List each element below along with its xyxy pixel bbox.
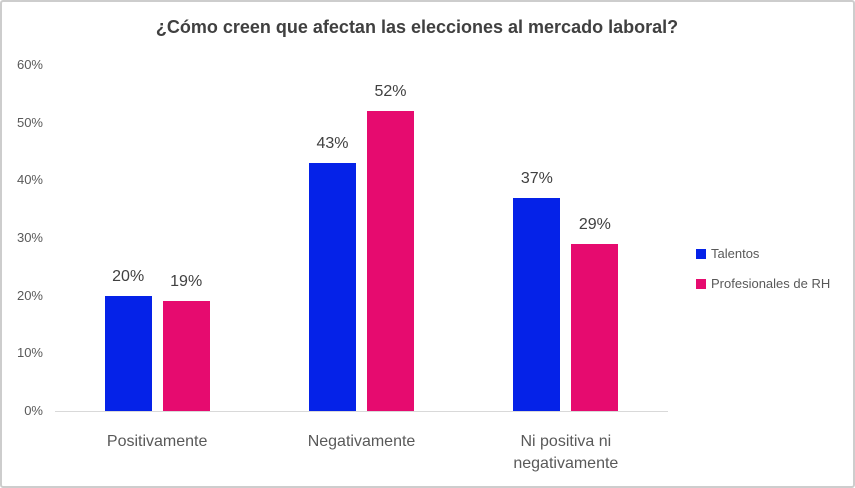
legend-swatch-icon [696,249,706,259]
bar-profesionales-de-rh-negativamente [367,110,414,411]
bar-talentos-positivamente [104,295,152,411]
y-axis-tick-label: 0% [24,403,43,418]
data-label: 29% [578,215,611,233]
category-label: Negativamente [307,433,416,450]
data-label: 20% [112,267,145,285]
y-axis-tick-label: 10% [16,345,43,361]
legend-item-talentos: Talentos [696,246,830,262]
y-axis-tick-label: 30% [16,229,43,245]
y-axis-tick-label: 40% [16,172,43,188]
category-label: Positivamente [106,433,208,450]
data-label: 43% [316,134,349,152]
legend-label: Profesionales de RH [711,276,831,291]
bar-talentos-negativamente [309,162,356,411]
bar-profesionales-de-rh-positivamente [162,301,210,411]
y-axis-tick-label: 50% [16,114,43,130]
y-axis-tick-label: 20% [16,287,43,303]
bar-talentos-ni-positiva-ni-negativamente [513,197,561,411]
legend-swatch-icon [696,279,706,289]
category-label: Ni positiva ni negativamente [513,433,619,472]
legend: Talentos Profesionales de RH [696,246,830,306]
data-label: 37% [520,169,553,187]
legend-item-profesionales-de-rh: Profesionales de RH [696,276,830,292]
bar-profesionales-de-rh-ni-positiva-ni-negativamente [571,243,619,411]
y-axis-tick-label: 60% [16,56,43,72]
data-label: 19% [170,273,203,291]
legend-label: Talentos [711,246,760,261]
data-label: 52% [374,82,407,100]
chart-title: ¿Cómo creen que afectan las elecciones a… [155,17,679,37]
x-axis-line [55,411,668,412]
